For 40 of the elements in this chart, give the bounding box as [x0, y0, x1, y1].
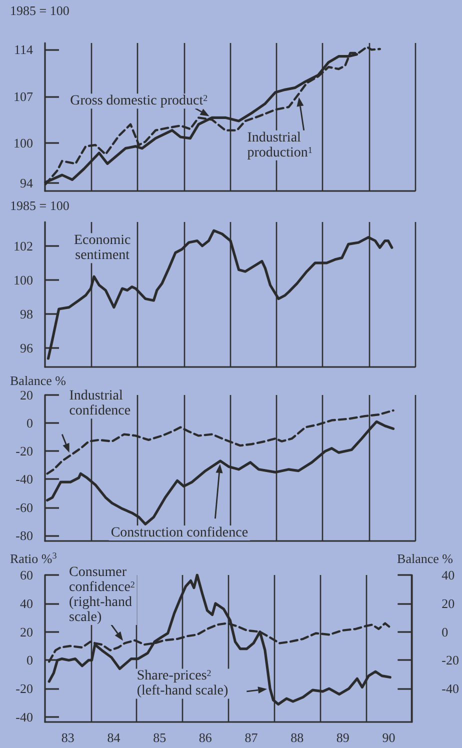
x-tick-label: 89	[336, 730, 350, 745]
y-tick-label: 20	[20, 624, 33, 640]
y-axis-title: 1985 = 100	[10, 198, 70, 213]
y-tick-label: 20	[20, 388, 33, 402]
x-tick-label: 90	[382, 730, 396, 745]
y-tick-label: 102	[14, 238, 33, 254]
series-label: Construction confidence	[110, 526, 248, 541]
y-axis-title: 1985 = 100	[10, 3, 70, 18]
y-tick-label: -40	[16, 710, 33, 725]
x-tick-label: 86	[198, 730, 212, 745]
y-axis-title: Balance %	[10, 373, 66, 388]
y-tick-label: -80	[16, 528, 33, 543]
series-label: Industrial confidence	[69, 388, 131, 419]
y-tick-label: 96	[20, 340, 34, 356]
y-tick-label: 100	[14, 136, 33, 150]
x-tick-label: 85	[153, 730, 166, 745]
x-tick-label: 84	[107, 730, 121, 745]
y2-tick-label: -20	[442, 652, 460, 668]
x-tick-label: 88	[290, 730, 304, 745]
y2-tick-label: 0	[442, 624, 448, 640]
y-tick-label: 107	[14, 88, 34, 104]
y-tick-label: 94	[20, 176, 34, 190]
x-tick-label: 87	[244, 730, 258, 745]
y-tick-label: -40	[16, 472, 33, 487]
y-tick-label: 60	[20, 568, 33, 582]
x-tick-label: 83	[61, 730, 74, 745]
y2-axis-title: Balance %	[397, 551, 454, 566]
y-tick-label: 40	[20, 596, 33, 611]
y-tick-label: -20	[16, 681, 33, 696]
y-tick-label: 98	[20, 306, 33, 322]
y2-tick-label: 40	[442, 568, 455, 582]
y-tick-label: 100	[14, 272, 33, 288]
series-label: Economic sentiment	[74, 233, 131, 264]
y-tick-label: -60	[16, 500, 33, 515]
y2-tick-label: -40	[442, 681, 460, 696]
y2-tick-label: 20	[442, 596, 455, 611]
y-tick-label: 114	[14, 42, 34, 58]
y-tick-label: -20	[16, 444, 33, 459]
y-tick-label: 0	[26, 652, 33, 668]
y-tick-label: 0	[26, 416, 33, 431]
